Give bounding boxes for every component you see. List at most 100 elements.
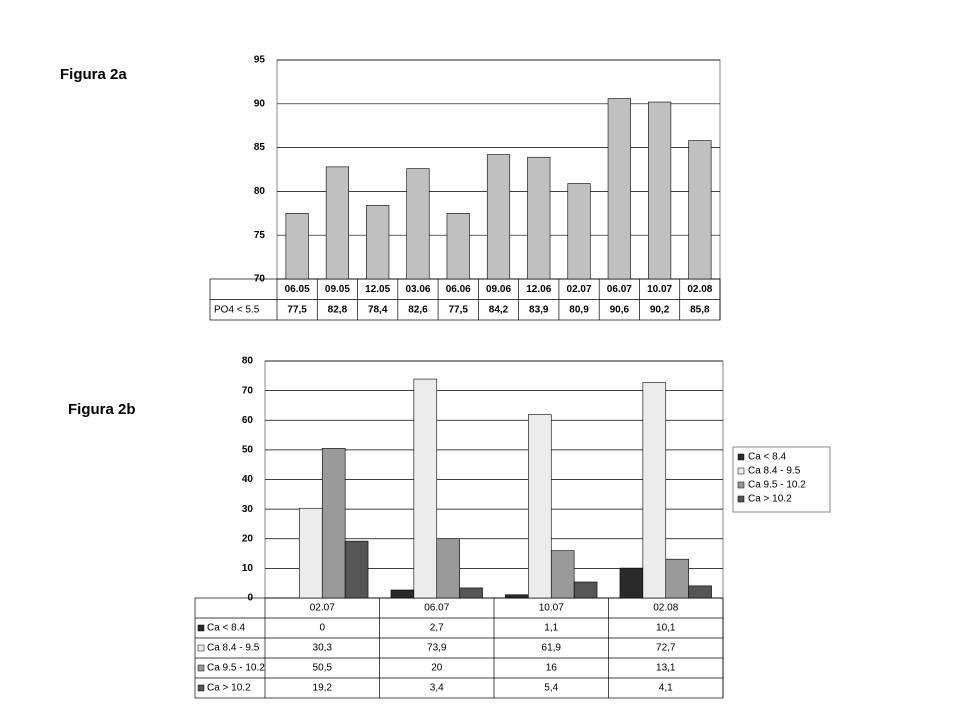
data-label: 72,7	[656, 643, 676, 654]
x-tick-label: 02.08	[687, 284, 712, 295]
data-label: 78,4	[368, 304, 388, 315]
bar	[607, 98, 631, 280]
y-tick-label: 60	[242, 415, 254, 426]
figure-title: Figura 2a	[60, 66, 127, 83]
bar	[406, 168, 430, 280]
bar	[528, 414, 552, 599]
data-label: 50,5	[313, 663, 333, 674]
data-label: 80,9	[569, 304, 589, 315]
bar	[413, 378, 438, 599]
data-label: 83,9	[529, 304, 549, 315]
data-label: 3,4	[430, 683, 444, 694]
bar	[505, 594, 529, 599]
data-label: 90,2	[650, 304, 670, 315]
y-tick-label: 50	[242, 445, 254, 456]
y-tick-label: 75	[254, 230, 266, 241]
bar	[390, 589, 415, 599]
bar	[619, 567, 644, 599]
data-label: 82,8	[328, 304, 348, 315]
row-label: Ca 9.5 - 10.2	[207, 663, 265, 674]
x-tick-label: 12.06	[526, 284, 551, 295]
data-label: 2,7	[430, 623, 444, 634]
data-label: 10,1	[656, 623, 676, 634]
y-tick-label: 95	[254, 55, 266, 66]
bar	[550, 550, 575, 599]
data-label: 19,2	[313, 683, 333, 694]
legend-swatch	[737, 481, 745, 489]
y-tick-label: 80	[242, 356, 254, 367]
legend-swatch	[197, 624, 205, 632]
figure-title: Figura 2b	[68, 401, 136, 418]
data-label: 84,2	[489, 304, 509, 315]
bar	[299, 507, 323, 599]
legend	[732, 446, 831, 513]
legend-label: Ca > 10.2	[748, 494, 792, 505]
data-label: 1,1	[544, 623, 558, 634]
x-tick-label: 03.06	[405, 284, 430, 295]
bar	[486, 154, 511, 280]
legend-label: Ca 9.5 - 10.2	[748, 480, 806, 491]
data-label: 85,8	[690, 304, 710, 315]
bar	[642, 382, 667, 599]
y-tick-label: 80	[254, 186, 266, 197]
bar	[665, 558, 689, 599]
bar	[567, 183, 591, 280]
y-tick-label: 30	[242, 504, 254, 515]
data-label: 61,9	[542, 643, 562, 654]
data-label: 16	[546, 663, 558, 674]
bar	[527, 156, 551, 280]
y-tick-label: 85	[254, 142, 266, 153]
data-label: 5,4	[544, 683, 558, 694]
x-tick-label: 06.07	[424, 603, 449, 614]
x-tick-label: 06.05	[285, 284, 310, 295]
row-label: Ca 8.4 - 9.5	[207, 643, 260, 654]
legend-swatch	[197, 644, 205, 652]
data-label: 13,1	[656, 663, 676, 674]
x-tick-label: 02.07	[310, 603, 335, 614]
data-label: 77,5	[448, 304, 468, 315]
bar	[321, 448, 346, 599]
bar	[688, 585, 712, 599]
bar	[325, 166, 349, 280]
bar	[285, 213, 309, 280]
data-label: 20	[431, 663, 443, 674]
bar	[366, 205, 390, 280]
bar	[459, 587, 483, 599]
x-tick-label: 10.07	[647, 284, 672, 295]
legend-swatch	[737, 467, 745, 475]
bar	[573, 581, 598, 599]
x-tick-label: 09.06	[486, 284, 511, 295]
bar	[648, 101, 672, 280]
y-tick-label: 90	[254, 98, 266, 109]
data-label: 82,6	[408, 304, 428, 315]
data-label: 30,3	[313, 643, 333, 654]
data-label: 90,6	[610, 304, 630, 315]
y-tick-label: 40	[242, 474, 254, 485]
row-label: PO4 < 5.5	[214, 304, 260, 315]
legend-swatch	[737, 495, 745, 503]
x-tick-label: 06.06	[446, 284, 471, 295]
row-label: Ca > 10.2	[207, 683, 251, 694]
bar	[446, 213, 470, 280]
data-label: 77,5	[287, 304, 307, 315]
x-tick-label: 09.05	[325, 284, 350, 295]
data-label: 4,1	[659, 683, 673, 694]
x-tick-label: 02.07	[567, 284, 592, 295]
bar	[436, 538, 460, 599]
x-tick-label: 06.07	[607, 284, 632, 295]
y-tick-label: 20	[242, 533, 254, 544]
data-label: 0	[319, 623, 325, 634]
y-tick-label: 70	[242, 385, 254, 396]
x-tick-label: 02.08	[653, 603, 678, 614]
x-tick-label: 10.07	[539, 603, 564, 614]
legend-swatch	[197, 664, 205, 672]
table	[194, 597, 724, 699]
bar	[344, 540, 369, 599]
legend-swatch	[197, 684, 205, 692]
x-tick-label: 12.05	[365, 284, 390, 295]
legend-swatch	[737, 453, 745, 461]
y-tick-label: 10	[242, 563, 254, 574]
bar	[688, 140, 712, 280]
legend-label: Ca < 8.4	[748, 452, 787, 463]
